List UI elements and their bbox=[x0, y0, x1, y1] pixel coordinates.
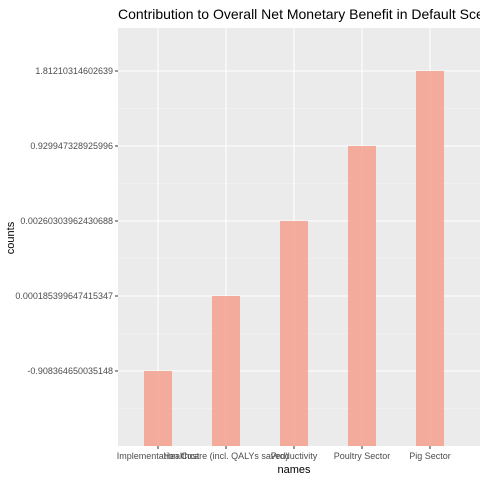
bar bbox=[280, 221, 308, 446]
bar bbox=[144, 371, 172, 446]
bar bbox=[348, 146, 376, 446]
y-tick-label: 1.81210314602639 bbox=[35, 66, 113, 76]
x-tick-label: Poultry Sector bbox=[334, 451, 391, 461]
y-tick-label: 0.00260303962430688 bbox=[20, 216, 113, 226]
x-axis-label: names bbox=[277, 464, 311, 476]
y-tick-label: 0.929947328925996 bbox=[30, 141, 113, 151]
y-axis-ticks: -0.908364650035148 0.000185399647415347 0.… bbox=[15, 66, 118, 376]
bar bbox=[416, 71, 444, 446]
x-tick-label: Productivity bbox=[271, 451, 318, 461]
y-tick-label: -0.908364650035148 bbox=[27, 366, 113, 376]
y-tick-label: 0.000185399647415347 bbox=[15, 291, 113, 301]
chart-title: Contribution to Overall Net Monetary Ben… bbox=[118, 6, 480, 22]
bars bbox=[144, 71, 444, 446]
x-tick-label: Implementation Cost bbox=[117, 451, 200, 461]
x-tick-label: Healthcare (incl. QALYs saved) bbox=[164, 451, 289, 461]
x-tick-label: Pig Sector bbox=[409, 451, 451, 461]
bar bbox=[212, 296, 240, 446]
y-axis-label: counts bbox=[5, 221, 17, 254]
